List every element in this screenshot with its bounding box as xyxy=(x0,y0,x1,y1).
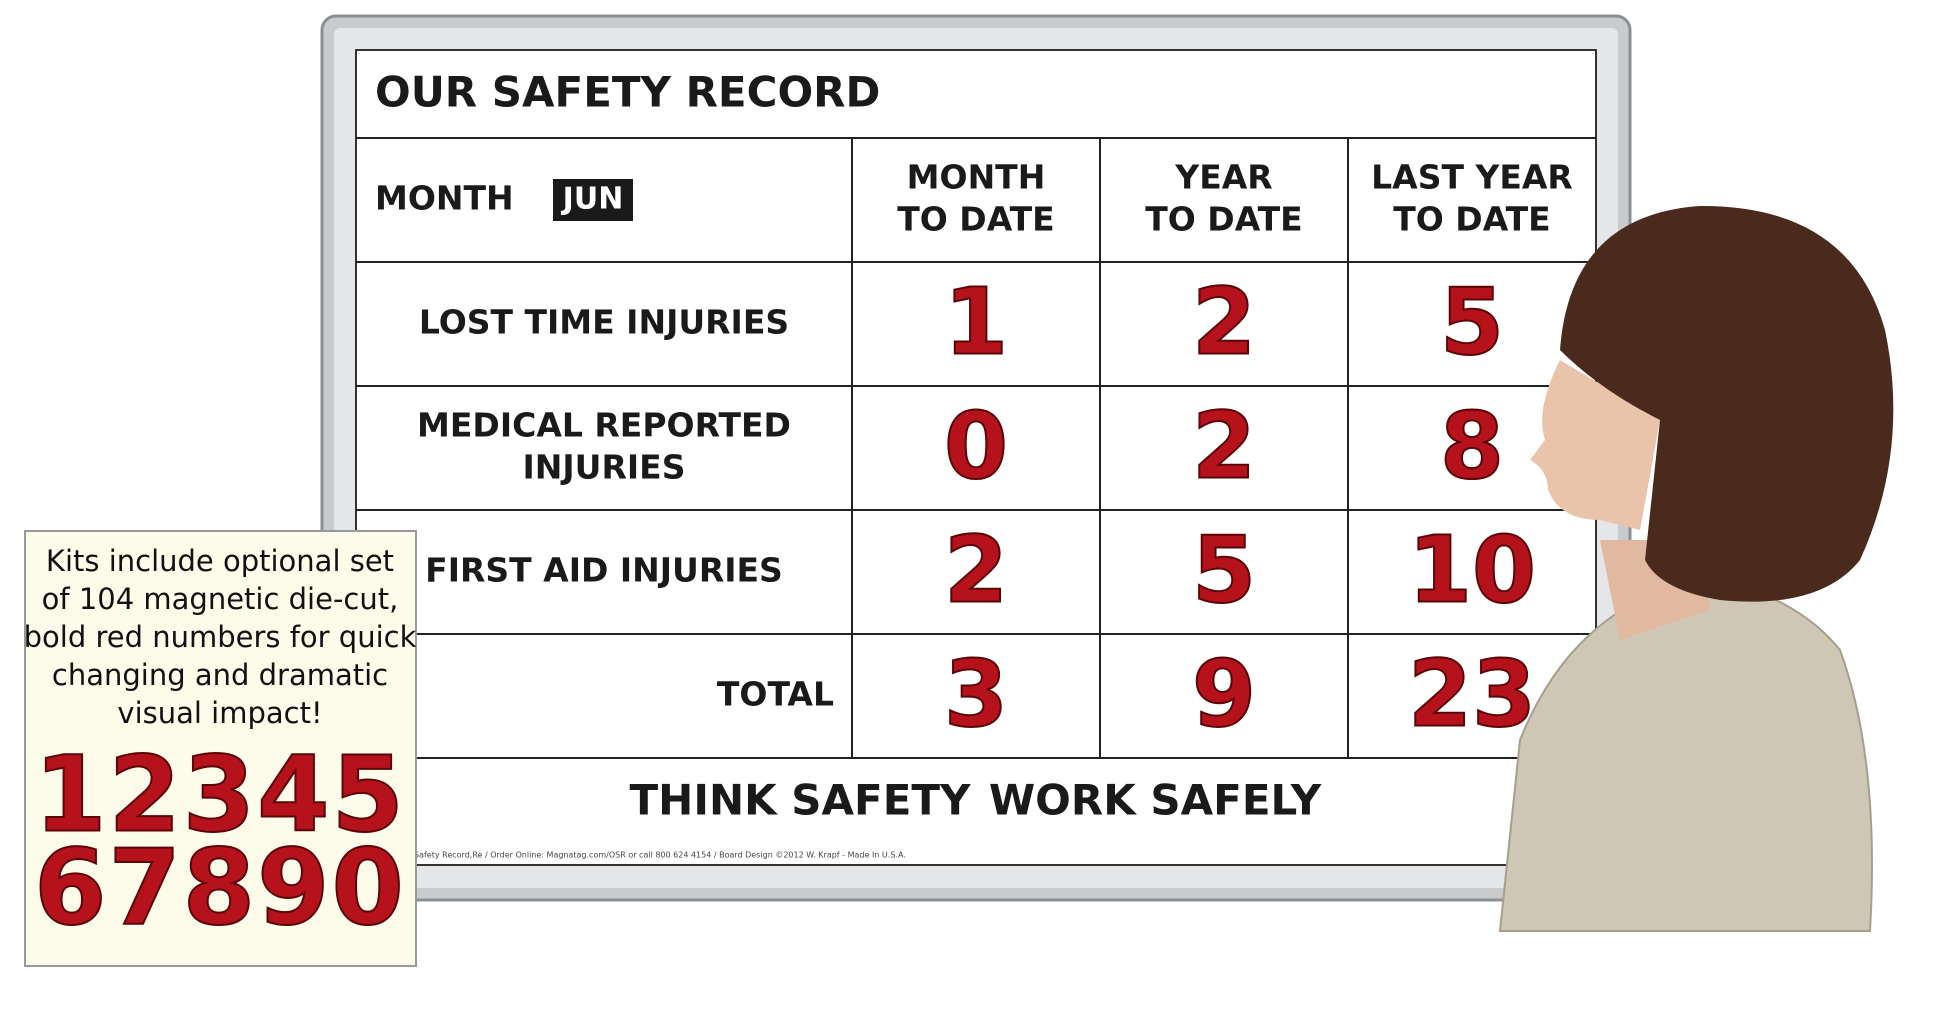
sample-numbers: 12345 xyxy=(34,733,406,855)
side-panel-text: of 104 magnetic die-cut, xyxy=(42,582,399,616)
column-header: TO DATE xyxy=(897,200,1054,239)
side-panel-text: bold red numbers for quick xyxy=(24,620,417,654)
cell-number: 1 xyxy=(944,268,1008,375)
hair xyxy=(1560,205,1894,602)
woman-illustration xyxy=(1498,205,1894,932)
column-header: YEAR xyxy=(1174,158,1272,197)
column-header: LAST YEAR xyxy=(1371,158,1573,197)
month-label: MONTH xyxy=(375,179,514,218)
column-header: TO DATE xyxy=(1145,200,1302,239)
cell-number: 5 xyxy=(1192,516,1256,623)
cell-number: 2 xyxy=(1192,392,1256,499)
side-panel-text: visual impact! xyxy=(117,696,322,730)
row-label: LOST TIME INJURIES xyxy=(419,303,789,342)
cell-number: 0 xyxy=(944,392,1008,499)
column-header: MONTH xyxy=(907,158,1046,197)
column-header: TO DATE xyxy=(1393,200,1550,239)
cell-number: 2 xyxy=(1192,268,1256,375)
row-label: MEDICAL REPORTED xyxy=(417,406,791,445)
row-label: INJURIES xyxy=(523,448,686,487)
cell-number: 10 xyxy=(1408,516,1536,623)
month-tag-bg xyxy=(553,179,633,221)
month-value: JUN xyxy=(561,182,624,217)
cell-number: 3 xyxy=(944,640,1008,747)
jacket xyxy=(1498,578,1873,932)
cell-number: 8 xyxy=(1440,392,1504,499)
board-title: OUR SAFETY RECORD xyxy=(375,68,880,117)
side-panel-text: Kits include optional set xyxy=(46,544,394,578)
cell-number: 5 xyxy=(1440,268,1504,375)
row-label: FIRST AID INJURIES xyxy=(425,551,783,590)
fine-print: Safety Record,Re / Order Online: Magnata… xyxy=(414,851,906,860)
face xyxy=(1530,360,1660,530)
footer-text: WORK SAFELY xyxy=(989,776,1322,825)
cell-number: 9 xyxy=(1192,640,1256,747)
side-panel-text: changing and dramatic xyxy=(52,658,388,692)
row-label: TOTAL xyxy=(717,675,834,714)
side-panel: Kits include optional set of 104 magneti… xyxy=(24,530,417,967)
cell-number: 23 xyxy=(1408,640,1536,747)
cell-number: 2 xyxy=(944,516,1008,623)
footer-text: THINK SAFETY xyxy=(630,776,972,825)
sample-numbers: 67890 xyxy=(34,826,406,948)
side-panel-box xyxy=(24,530,417,967)
